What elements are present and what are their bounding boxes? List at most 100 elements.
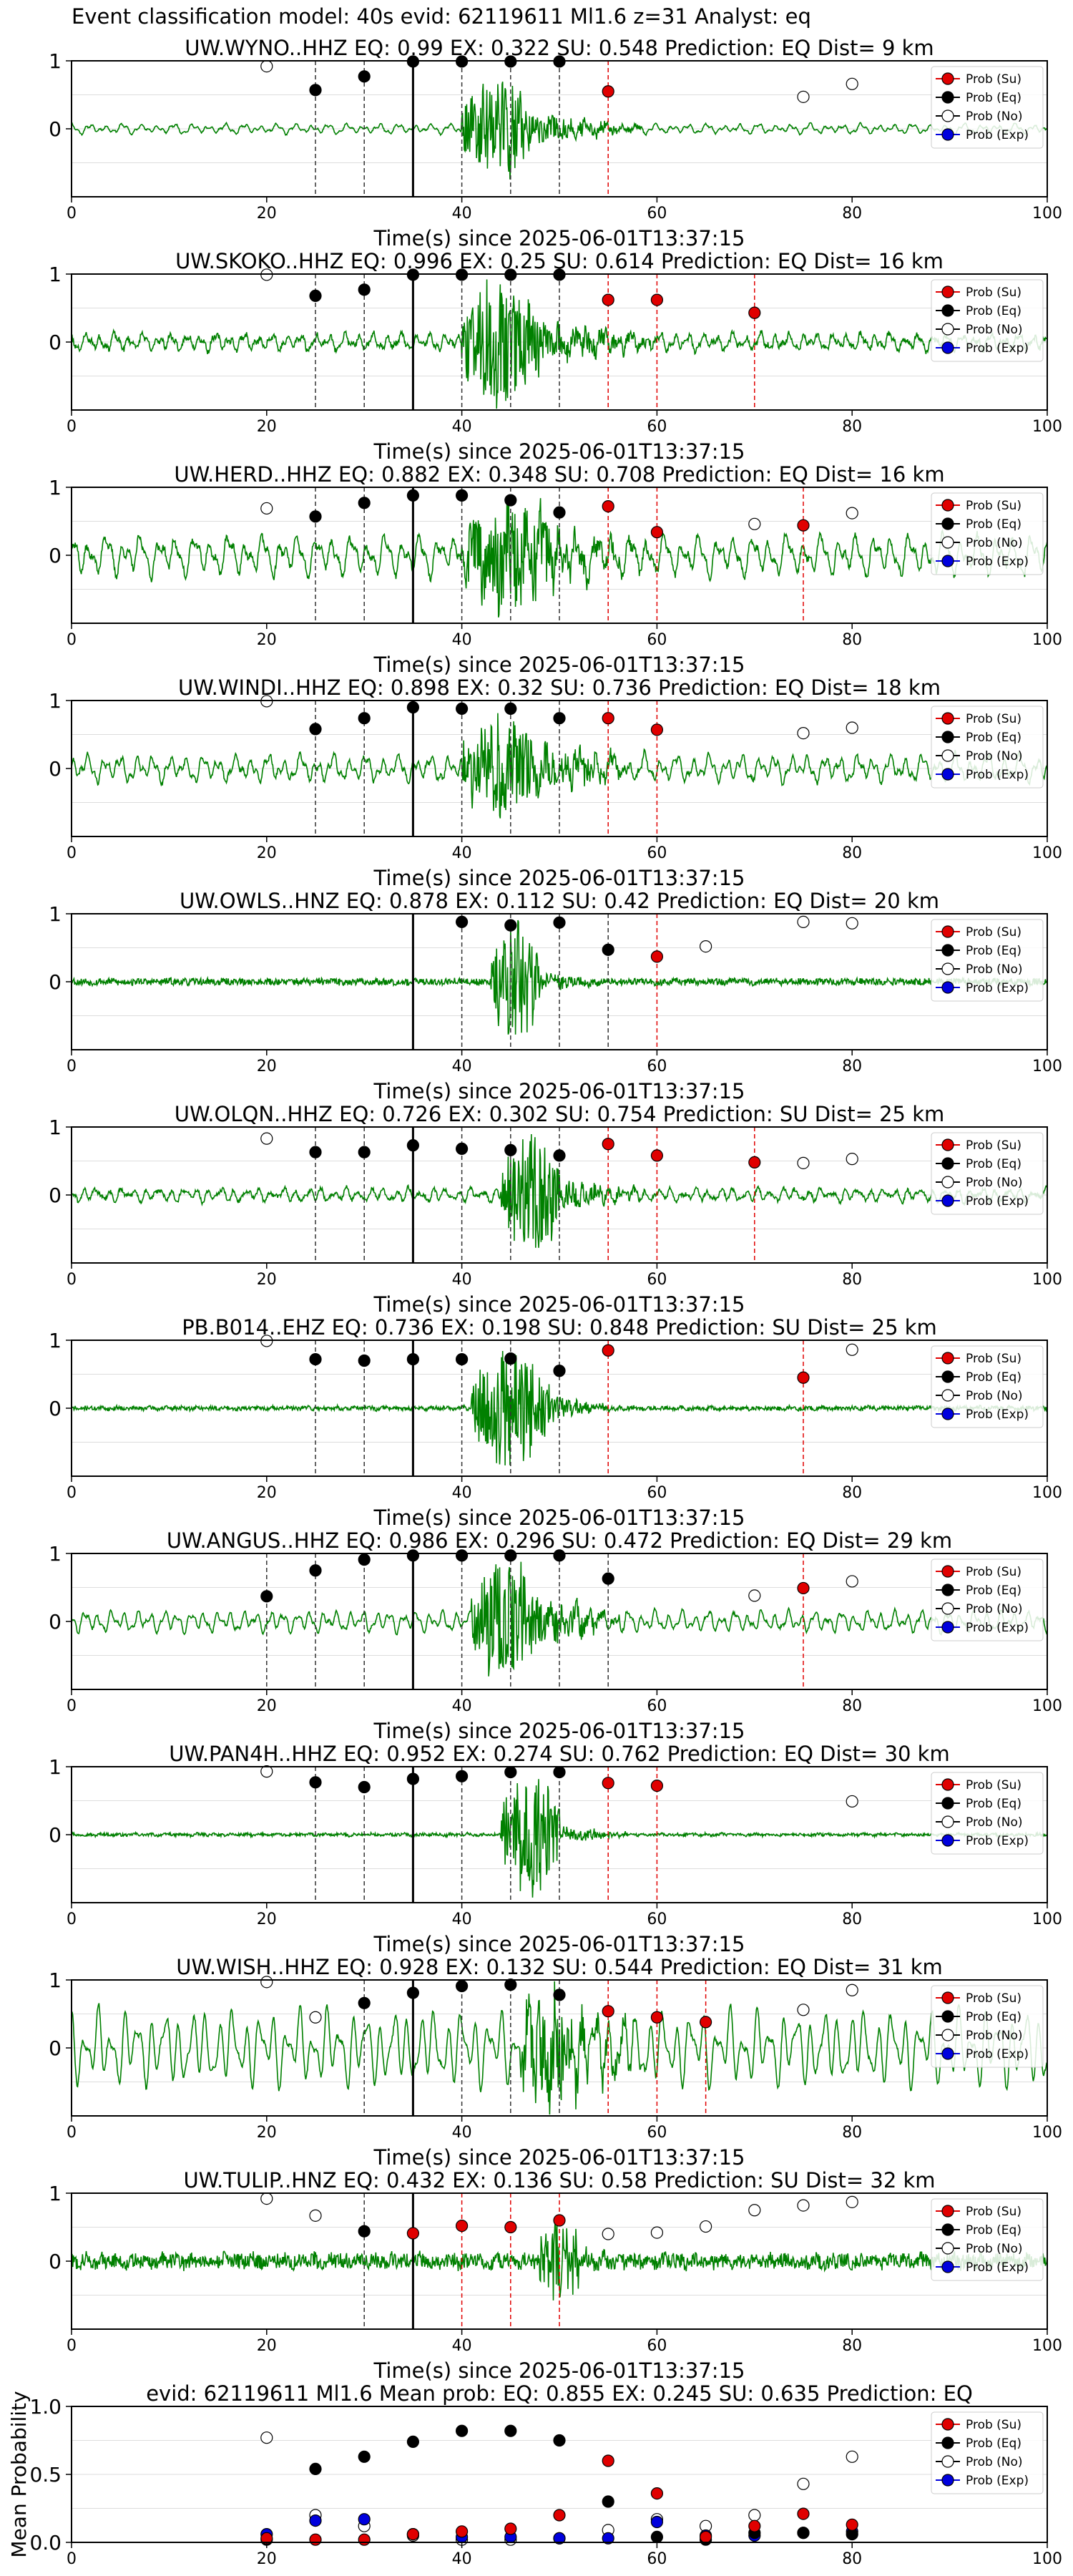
x-axis-label: Time(s) since 2025-06-01T13:37:15 xyxy=(373,1719,745,1743)
legend-marker xyxy=(941,731,954,743)
legend-label: Prob (Exp) xyxy=(966,2047,1029,2062)
point-su xyxy=(748,1156,761,1169)
legend-box xyxy=(931,66,1044,149)
point-eq xyxy=(455,1979,469,1993)
point-eq xyxy=(309,84,322,97)
x-tick-label: 0 xyxy=(67,418,77,436)
point-eq xyxy=(358,1780,371,1794)
x-tick-label: 20 xyxy=(257,1058,277,1075)
point-no xyxy=(748,1589,761,1602)
x-tick-label: 20 xyxy=(257,205,277,223)
legend-label: Prob (No) xyxy=(966,1176,1023,1190)
point-eq xyxy=(797,2527,810,2540)
legend-label: Prob (No) xyxy=(966,749,1023,763)
legend-label: Prob (No) xyxy=(966,1602,1023,1616)
legend-label: Prob (No) xyxy=(966,1815,1023,1830)
legend-label: Prob (Su) xyxy=(966,1565,1021,1579)
point-su xyxy=(650,293,664,306)
point-su xyxy=(748,2519,761,2532)
x-tick-label: 20 xyxy=(257,2124,277,2142)
x-tick-label: 80 xyxy=(842,1911,862,1928)
legend-label: Prob (No) xyxy=(966,2029,1023,2043)
legend-marker xyxy=(941,499,954,512)
legend-marker xyxy=(941,1602,954,1615)
point-eq xyxy=(553,1549,566,1562)
legend-label: Prob (No) xyxy=(966,2242,1023,2256)
y-tick-label: 1 xyxy=(49,49,62,73)
point-eq xyxy=(406,1549,420,1562)
point-no xyxy=(846,2195,858,2208)
y-tick-label: 0 xyxy=(49,1184,62,1207)
y-tick-label: 0.0 xyxy=(29,2531,62,2555)
legend-marker xyxy=(941,1778,954,1791)
point-eq xyxy=(309,289,322,302)
point-no xyxy=(797,2199,810,2212)
legend-label: Prob (Exp) xyxy=(966,2260,1029,2275)
point-su xyxy=(504,2522,517,2535)
legend-marker xyxy=(941,925,954,938)
x-tick-label: 100 xyxy=(1032,1484,1062,1502)
legend-label: Prob (No) xyxy=(966,323,1023,337)
legend-marker xyxy=(941,981,954,994)
point-no xyxy=(846,1984,858,1996)
point-su xyxy=(602,1344,614,1357)
point-eq xyxy=(358,2450,371,2463)
x-tick-label: 60 xyxy=(647,1271,667,1289)
point-su xyxy=(504,2220,517,2234)
y-tick-label: 0 xyxy=(49,970,62,994)
point-eq xyxy=(358,1996,371,2009)
legend-box xyxy=(931,1772,1044,1855)
legend-marker xyxy=(941,1352,954,1365)
legend-label: Prob (Exp) xyxy=(966,981,1029,995)
panel-title: PB.B014..EHZ EQ: 0.736 EX: 0.198 SU: 0.8… xyxy=(182,1315,937,1340)
point-eq xyxy=(553,1766,566,1779)
point-eq xyxy=(406,701,420,714)
legend-box xyxy=(931,2411,1044,2494)
panel-11: 0 20 40 60 80 100 0 1 UW.TULIP..HNZ EQ: 0.432 EX… xyxy=(49,2168,1062,2383)
y-tick-label: 1 xyxy=(49,263,62,286)
legend-marker xyxy=(941,536,954,549)
panel-12: 0 20 40 60 80 100 0.0 0.5 1.0 evid: 62119611 Ml1.… xyxy=(7,2381,1062,2568)
point-no xyxy=(797,726,810,740)
x-tick-label: 80 xyxy=(842,2550,862,2568)
legend-label: Prob (Eq) xyxy=(966,1797,1021,1811)
legend-label: Prob (Su) xyxy=(966,499,1021,513)
legend-marker xyxy=(941,1157,954,1170)
x-tick-label: 100 xyxy=(1032,631,1062,649)
legend-marker xyxy=(941,2047,954,2060)
seismic-trace xyxy=(71,713,1048,819)
panel-9: 0 20 40 60 80 100 0 1 UW.PAN4H..HHZ EQ: 0.952 EX… xyxy=(49,1742,1062,1956)
legend-label: Prob (Exp) xyxy=(966,2474,1029,2488)
x-tick-label: 60 xyxy=(647,1697,667,1715)
x-tick-label: 100 xyxy=(1032,2124,1062,2142)
point-no xyxy=(748,2509,761,2522)
x-axis-label: Time(s) since 2025-06-01T13:37:15 xyxy=(373,653,745,677)
legend-label: Prob (Exp) xyxy=(966,1407,1029,1422)
panel-8: 0 20 40 60 80 100 0 1 UW.ANGUS..HHZ EQ: 0.986 EX… xyxy=(49,1528,1062,1743)
point-no xyxy=(846,1153,858,1166)
panel-title: UW.WINDI..HHZ EQ: 0.898 EX: 0.32 SU: 0.7… xyxy=(178,675,941,700)
panel-title: UW.OWLS..HNZ EQ: 0.878 EX: 0.112 SU: 0.4… xyxy=(180,889,939,913)
x-tick-label: 0 xyxy=(67,205,77,223)
legend-label: Prob (Su) xyxy=(966,1138,1021,1153)
point-eq xyxy=(553,2434,566,2447)
y-tick-label: 0 xyxy=(49,1610,62,1634)
x-tick-label: 40 xyxy=(452,2337,472,2355)
legend-marker xyxy=(941,1194,954,1207)
point-eq xyxy=(358,2225,371,2238)
figure-suptitle: Event classification model: 40s evid: 62… xyxy=(72,4,811,29)
legend-label: Prob (Eq) xyxy=(966,91,1021,105)
point-eq xyxy=(406,2435,420,2448)
point-su xyxy=(748,306,761,319)
y-tick-label: 1.0 xyxy=(29,2395,62,2419)
panel-4: 0 20 40 60 80 100 0 1 UW.WINDI..HHZ EQ: 0.898 EX… xyxy=(49,675,1062,890)
point-su xyxy=(602,1138,614,1151)
point-no xyxy=(260,1765,273,1778)
x-axis-label: Time(s) since 2025-06-01T13:37:15 xyxy=(373,1079,745,1103)
point-su xyxy=(553,2509,566,2522)
legend-marker xyxy=(941,944,954,957)
x-tick-label: 100 xyxy=(1032,2337,1062,2355)
point-no xyxy=(309,2209,322,2222)
y-tick-label: 0 xyxy=(49,1397,62,1420)
seismic-trace xyxy=(72,1981,1048,2115)
